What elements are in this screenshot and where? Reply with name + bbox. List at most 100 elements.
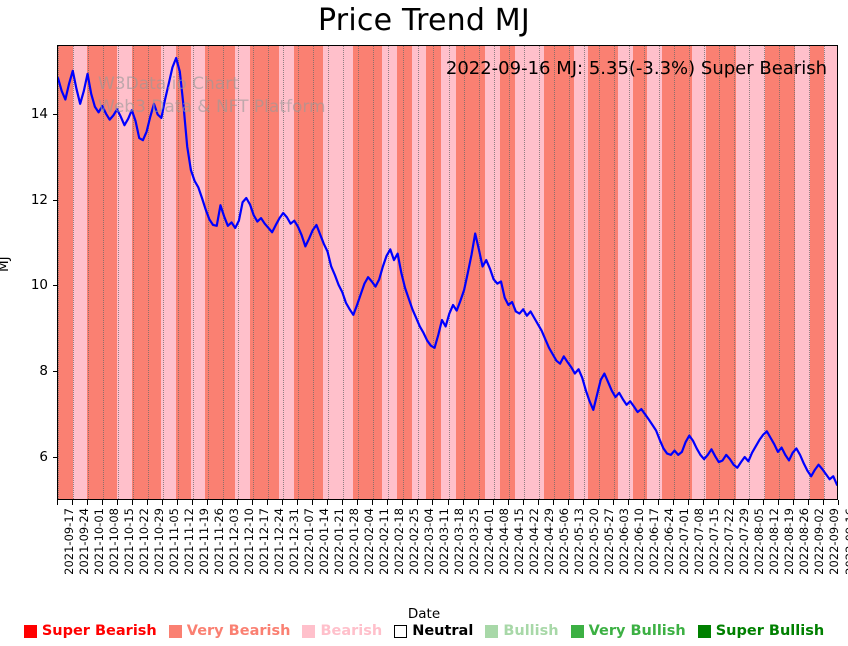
legend-item[interactable]: Very Bullish <box>565 623 692 639</box>
x-tick-label: 2022-05-20 <box>587 508 602 575</box>
x-axis: 2021-09-17 2021-09-24 2021-10-01 2021-10-08… <box>57 500 848 610</box>
grid-line <box>478 46 480 499</box>
grid-line <box>718 46 720 499</box>
x-tick-label: 2022-05-06 <box>557 508 572 575</box>
x-tick-mark <box>387 500 389 505</box>
grid-line <box>373 46 375 499</box>
grid-line <box>298 46 300 499</box>
x-tick-mark <box>537 500 539 505</box>
legend-item[interactable]: Bullish <box>479 623 564 639</box>
x-tick-mark <box>222 500 224 505</box>
legend-swatch-icon <box>697 624 711 638</box>
x-tick-label: 2021-11-26 <box>211 508 226 575</box>
x-tick-label: 2022-01-07 <box>301 508 316 575</box>
grid-line <box>703 46 705 499</box>
grid-line <box>238 46 240 499</box>
grid-line <box>793 46 795 499</box>
legend-swatch-icon <box>485 624 499 638</box>
x-tick-label: 2021-12-03 <box>226 508 241 575</box>
grid-line <box>823 46 825 499</box>
sentiment-band <box>190 46 206 499</box>
grid-line <box>688 46 690 499</box>
x-tick-mark <box>522 500 524 505</box>
x-tick-mark <box>687 500 689 505</box>
x-tick-mark <box>552 500 554 505</box>
legend-item[interactable]: Super Bearish <box>18 623 163 639</box>
x-tick-mark <box>267 500 269 505</box>
grid-line <box>328 46 330 499</box>
x-tick-label: 2022-07-15 <box>707 508 722 575</box>
grid-line <box>733 46 735 499</box>
x-tick-mark <box>642 500 644 505</box>
x-tick-mark <box>777 500 779 505</box>
x-tick-mark <box>72 500 74 505</box>
grid-line <box>568 46 570 499</box>
sentiment-band <box>824 46 837 499</box>
y-axis: 6 8 10 12 14 <box>0 45 57 500</box>
legend-item[interactable]: Super Bullish <box>692 623 830 639</box>
sentiment-band <box>146 46 162 499</box>
legend-swatch-icon <box>570 624 584 638</box>
grid-line <box>253 46 255 499</box>
x-tick-label: 2022-04-22 <box>527 508 542 575</box>
x-tick-mark <box>87 500 89 505</box>
x-tick-mark <box>177 500 179 505</box>
page-title: Price Trend MJ <box>318 3 530 38</box>
legend-item[interactable]: Bearish <box>296 623 388 639</box>
sentiment-band <box>706 46 722 499</box>
x-tick-mark <box>102 500 104 505</box>
sentiment-band <box>750 46 766 499</box>
legend-item[interactable]: Very Bearish <box>163 623 297 639</box>
x-tick-label: 2021-12-24 <box>271 508 286 575</box>
x-tick-label: 2021-11-19 <box>196 508 211 575</box>
grid-line <box>343 46 345 499</box>
x-tick-mark <box>162 500 164 505</box>
x-tick-label: 2021-12-17 <box>256 508 271 575</box>
x-tick-mark <box>838 500 839 505</box>
x-tick-label: 2022-09-02 <box>812 508 827 575</box>
grid-line <box>658 46 660 499</box>
x-tick-label: 2021-10-08 <box>106 508 121 575</box>
legend-label: Neutral <box>412 623 474 639</box>
x-tick-mark <box>462 500 464 505</box>
y-tick-mark <box>53 457 57 459</box>
x-tick-label: 2021-10-15 <box>121 508 136 575</box>
sentiment-band <box>485 46 501 499</box>
sentiment-band <box>396 46 413 499</box>
sentiment-band <box>58 46 74 499</box>
x-tick-label: 2021-10-29 <box>151 508 166 575</box>
y-tick-label: 8 <box>39 363 48 380</box>
legend-label: Bearish <box>320 623 383 639</box>
x-tick-label: 2022-08-12 <box>767 508 782 575</box>
grid-line <box>613 46 615 499</box>
sentiment-band <box>676 46 693 499</box>
legend-label: Bullish <box>503 623 559 639</box>
sentiment-band <box>662 46 678 499</box>
x-tick-mark <box>312 500 314 505</box>
x-tick-mark <box>402 500 404 505</box>
x-tick-label: 2022-01-21 <box>331 508 346 575</box>
sentiment-band <box>175 46 192 499</box>
legend-item[interactable]: Neutral <box>388 623 479 639</box>
sentiment-band <box>809 46 825 499</box>
y-tick-label: 6 <box>39 449 48 466</box>
y-tick-mark <box>53 199 57 201</box>
sentiment-band <box>544 46 560 499</box>
grid-line <box>628 46 630 499</box>
sentiment-band <box>87 46 103 499</box>
x-tick-mark <box>807 500 809 505</box>
sentiment-band <box>691 46 707 499</box>
x-tick-mark <box>237 500 239 505</box>
x-tick-label: 2022-05-27 <box>602 508 617 575</box>
x-tick-mark <box>597 500 599 505</box>
latest-value-annotation: 2022-09-16 MJ: 5.35(-3.3%) Super Bearish <box>445 58 827 79</box>
grid-line <box>148 46 150 499</box>
y-tick-mark <box>53 113 57 115</box>
grid-line <box>583 46 585 499</box>
x-tick-label: 2021-09-24 <box>76 508 91 575</box>
x-tick-label: 2022-02-18 <box>391 508 406 575</box>
plot-area: W3Data.io Chart Web3 Data & NFT Platform… <box>57 45 838 500</box>
sentiment-band <box>72 46 89 499</box>
y-tick-label: 14 <box>30 105 48 122</box>
legend-swatch-icon <box>394 624 408 638</box>
